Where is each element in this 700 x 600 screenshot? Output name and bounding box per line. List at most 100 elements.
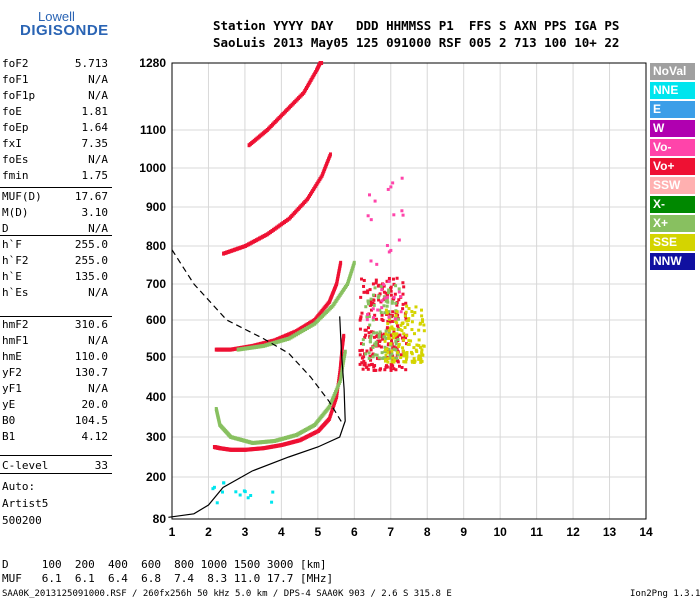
echo-point-vo [391, 277, 395, 281]
echo-point-sse [399, 323, 403, 327]
echo-point-sse [403, 314, 407, 318]
echo-point-vo [365, 318, 369, 322]
trace-point [273, 439, 277, 443]
param-row: h`E 135.0 [2, 270, 108, 285]
param-row: yE 20.0 [2, 398, 108, 413]
trace-point [273, 226, 277, 231]
trace-point [287, 336, 291, 341]
echo-point-vo [391, 358, 395, 362]
trace-point [247, 242, 251, 247]
echo-point-sse [389, 342, 393, 346]
x-tick-label: 9 [460, 525, 467, 539]
y-tick-label: 600 [146, 313, 166, 327]
echo-point-sse [398, 328, 402, 332]
echo-point-x [371, 293, 375, 297]
y-tick-label: 700 [146, 277, 166, 291]
echo-point-vo [376, 339, 380, 343]
echo-point-sse [404, 310, 408, 314]
echo-point-x [365, 315, 369, 319]
echo-point-vo [359, 315, 363, 319]
param-row: foEp 1.64 [2, 121, 108, 136]
echo-point-nne [270, 500, 274, 504]
echo-point-x [369, 334, 373, 338]
y-tick-label: 80 [153, 512, 167, 526]
echo-point-vo [370, 362, 374, 366]
trace-point [288, 331, 292, 336]
trace-point [254, 440, 258, 445]
x-tick-label: 13 [603, 525, 617, 539]
echo-point-x [390, 300, 394, 304]
echo-point-nne [220, 490, 224, 494]
legend-item: NNW [650, 253, 695, 270]
echo-point-sse [384, 353, 388, 357]
param-row: fxI 7.35 [2, 137, 108, 152]
footer-version: Ion2Png 1.3.17 [630, 589, 700, 599]
echo-point-sse [406, 323, 410, 327]
trace-point [262, 440, 266, 444]
echo-point-sse [419, 358, 423, 362]
trace-point [352, 260, 356, 265]
trace-point [263, 439, 267, 444]
echo-point-sse [395, 321, 399, 325]
trace-point [225, 250, 229, 255]
echo-point-vo [384, 291, 388, 295]
param-name: MUF(D) [2, 190, 42, 203]
echo-point-x [396, 317, 400, 321]
echo-point-vo [392, 367, 396, 371]
param-row: B0 104.5 [2, 414, 108, 429]
trace-point [274, 340, 278, 345]
echo-point-sse [410, 320, 414, 324]
echo-point-vo [358, 349, 362, 353]
trace-point [285, 337, 289, 342]
echo-point-sse [395, 332, 399, 336]
echo-point-nne [211, 487, 215, 491]
param-name: h`Es [2, 286, 29, 299]
echo-point-sse [394, 314, 398, 318]
echo-point-sse [392, 327, 396, 331]
echo-point-vo [399, 310, 403, 314]
echo-point-vo [394, 312, 398, 316]
logo-lowell-text: Lowell [38, 9, 75, 24]
echo-point-sse [404, 357, 408, 361]
echo-point-sse [417, 338, 421, 342]
echo-point-x [371, 355, 375, 359]
echo-point-sse [404, 334, 408, 338]
trace-point [260, 440, 264, 445]
param-value: 130.7 [74, 366, 108, 379]
echo-point-x [386, 300, 390, 304]
trace-point [278, 339, 282, 344]
echo-point-vo [390, 313, 394, 317]
param-value: N/A [88, 382, 108, 395]
echo-point-sse [413, 311, 417, 315]
echo-point-x [384, 336, 388, 340]
echo-point-sse [383, 359, 387, 363]
echo-point-vo [362, 284, 366, 288]
echo-point-vo [385, 326, 389, 330]
trace-point [341, 360, 345, 365]
y-tick-label: 1100 [140, 123, 166, 137]
echo-point-vo [382, 283, 386, 287]
echo-point-sse [420, 351, 424, 355]
param-row: foF1p N/A [2, 89, 108, 104]
echo-point-nne [242, 489, 246, 493]
trace-point [339, 260, 343, 265]
trace-point [234, 346, 238, 351]
echo-point-x [387, 330, 391, 334]
trace-point [342, 356, 346, 361]
echo-point-vo [366, 367, 370, 371]
echo-point-x [377, 294, 381, 298]
echo-point-sse [407, 307, 411, 311]
trace-point [263, 343, 267, 348]
echo-point-sse [417, 328, 421, 332]
x-tick-label: 14 [639, 525, 653, 539]
trace-point [262, 343, 266, 348]
param-value: 7.35 [81, 137, 109, 150]
trace-point [278, 223, 282, 228]
echo-point-x [369, 340, 373, 344]
param-name: hmE [2, 350, 22, 363]
echo-point-vo [365, 349, 369, 353]
echo-point-vo [366, 214, 370, 218]
echo-point-vo [397, 364, 401, 368]
echo-point-x [385, 298, 389, 302]
echo-point-vo [389, 333, 393, 337]
